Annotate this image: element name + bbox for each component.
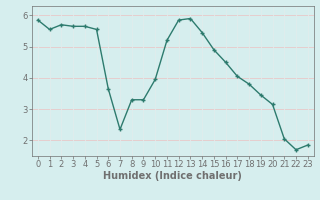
X-axis label: Humidex (Indice chaleur): Humidex (Indice chaleur) bbox=[103, 171, 242, 181]
